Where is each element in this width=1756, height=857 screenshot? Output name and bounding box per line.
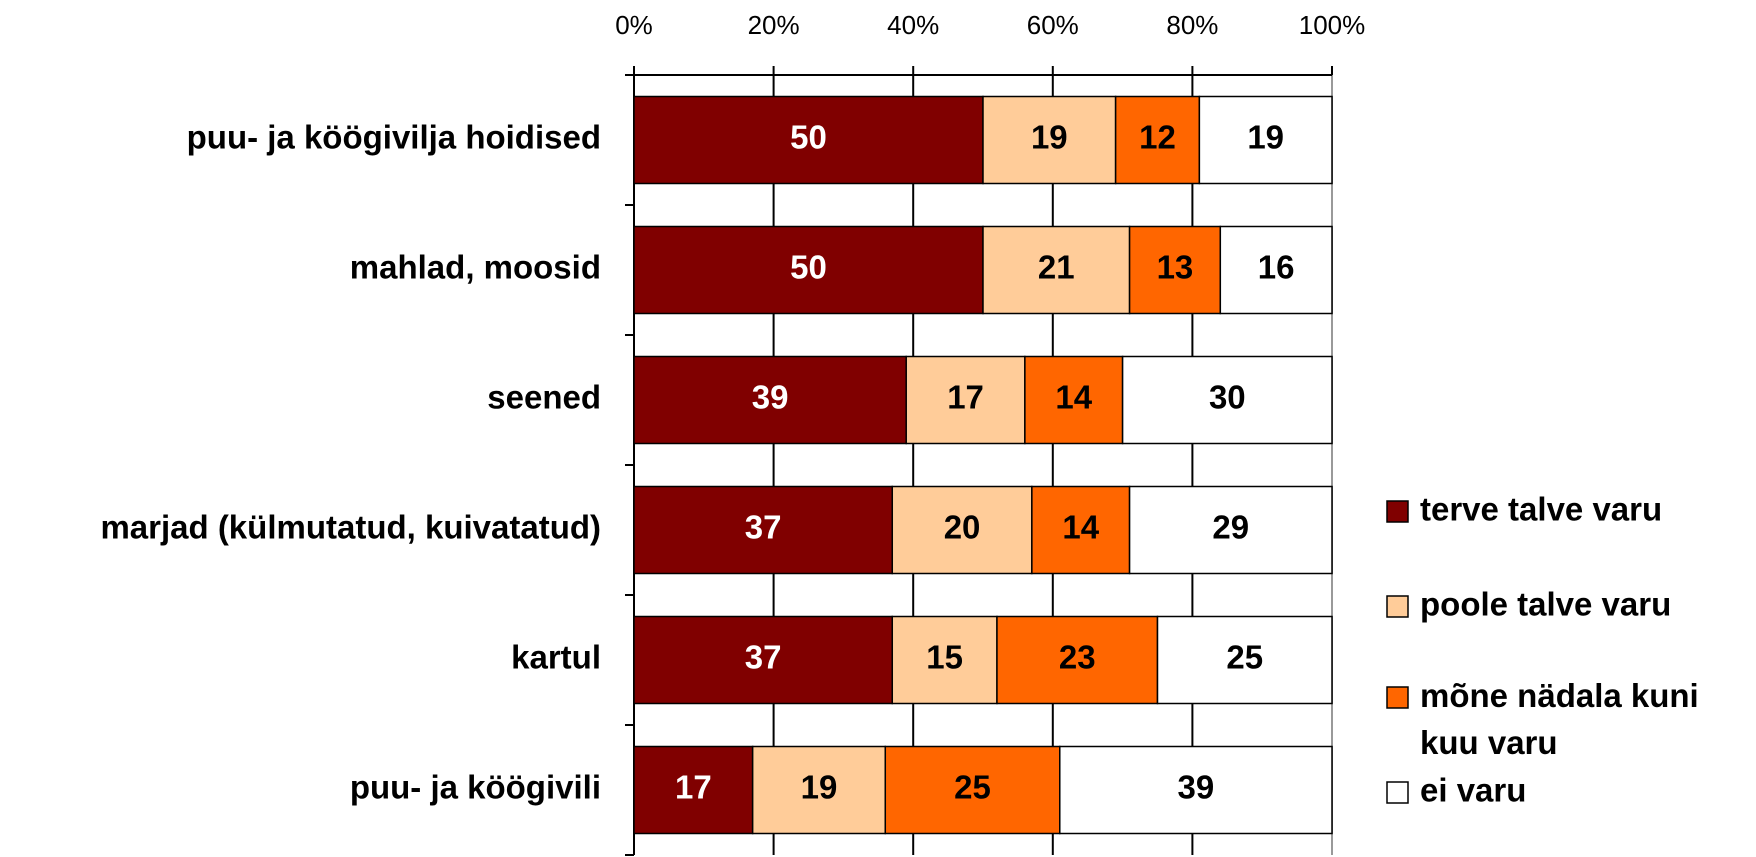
value-label: 15 (926, 639, 963, 676)
value-label: 25 (954, 769, 991, 806)
value-label: 19 (1031, 119, 1068, 156)
legend-line: mõne nädala kuni (1420, 677, 1708, 714)
category-label: mahlad, moosid (350, 249, 601, 286)
category-label: seened (487, 379, 601, 416)
legend-swatch (1386, 500, 1409, 523)
legend-swatch (1386, 781, 1409, 804)
bar-segment (905, 355, 1026, 445)
bar-segment (891, 615, 998, 705)
bar-segment (1156, 615, 1333, 705)
value-label: 19 (1247, 119, 1284, 156)
x-tick-label: 0% (615, 10, 653, 40)
value-label: 20 (944, 509, 981, 546)
value-label: 19 (801, 769, 838, 806)
value-label: 17 (675, 769, 712, 806)
x-tick-label: 20% (748, 10, 800, 40)
x-tick-label: 40% (887, 10, 939, 40)
value-label: 23 (1059, 639, 1096, 676)
value-label: 16 (1258, 249, 1295, 286)
x-tick-label: 100% (1299, 10, 1366, 40)
bar-segment (891, 485, 1033, 575)
x-tick-label: 60% (1027, 10, 1079, 40)
bar-segment (633, 615, 894, 705)
category-label: puu- ja köögivili (350, 769, 601, 806)
bar-segment (996, 615, 1159, 705)
value-label: 37 (745, 509, 782, 546)
value-label: 29 (1212, 509, 1249, 546)
value-label: 30 (1209, 379, 1246, 416)
value-label: 17 (947, 379, 984, 416)
legend-label: terve talve varu (1420, 491, 1662, 528)
value-label: 14 (1055, 379, 1092, 416)
legend-line: kuu varu (1420, 724, 1558, 761)
value-label: 14 (1062, 509, 1099, 546)
value-label: 13 (1157, 249, 1194, 286)
bar-segment (1198, 95, 1333, 185)
bar-segment (1024, 355, 1124, 445)
category-label: kartul (511, 639, 601, 676)
value-label: 12 (1139, 119, 1176, 156)
legend-swatch (1386, 595, 1409, 618)
legend-swatch (1386, 686, 1409, 709)
bar-segment (633, 225, 984, 315)
value-label: 39 (1178, 769, 1215, 806)
bar-segment (1121, 355, 1333, 445)
bar-segment (884, 745, 1061, 835)
bar-segment (1128, 485, 1333, 575)
bar-segment (633, 355, 907, 445)
bar-segment (982, 225, 1131, 315)
value-label: 39 (752, 379, 789, 416)
category-label: marjad (külmutatud, kuivatatud) (100, 509, 601, 546)
bar-segment (1219, 225, 1333, 315)
category-label: puu- ja köögivilja hoidised (187, 119, 601, 156)
bar-segment (1114, 95, 1201, 185)
value-label: 50 (790, 249, 827, 286)
bar-segment (633, 485, 894, 575)
value-label: 21 (1038, 249, 1075, 286)
legend-label: ei varu (1420, 772, 1526, 809)
bar-segment (751, 745, 887, 835)
bar-segment (1031, 485, 1131, 575)
x-tick-label: 80% (1166, 10, 1218, 40)
bar-segment (1059, 745, 1333, 835)
legend-label: mõne nädala kuni kuu varu (1420, 677, 1708, 761)
bar-segment (633, 745, 754, 835)
value-label: 25 (1226, 639, 1263, 676)
value-label: 50 (790, 119, 827, 156)
legend-label: poole talve varu (1420, 586, 1671, 623)
value-label: 37 (745, 639, 782, 676)
